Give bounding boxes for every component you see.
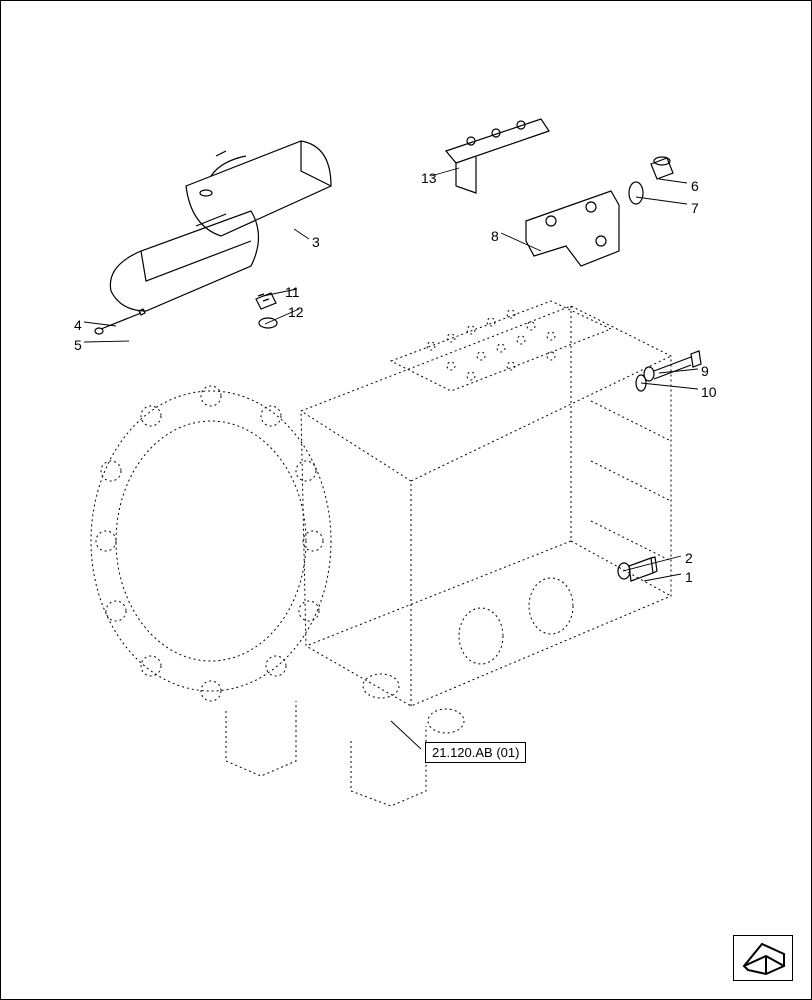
callout-6: 6 [691,178,699,194]
callout-4: 4 [74,317,82,333]
next-page-icon[interactable] [733,935,793,981]
callout-10: 10 [701,384,717,400]
leader-lines [1,1,812,1000]
callout-11: 11 [285,284,300,300]
callout-2: 2 [685,550,693,566]
callout-12: 12 [288,304,304,320]
callout-7: 7 [691,200,699,216]
callout-8: 8 [491,228,499,244]
callout-1: 1 [685,569,693,585]
reference-box: 21.120.AB (01) [425,742,526,763]
callout-3: 3 [312,234,320,250]
callout-9: 9 [701,363,709,379]
callout-13: 13 [421,170,437,186]
diagram-page: 12345678910111213 21.120.AB (01) [0,0,812,1000]
callout-5: 5 [74,337,82,353]
